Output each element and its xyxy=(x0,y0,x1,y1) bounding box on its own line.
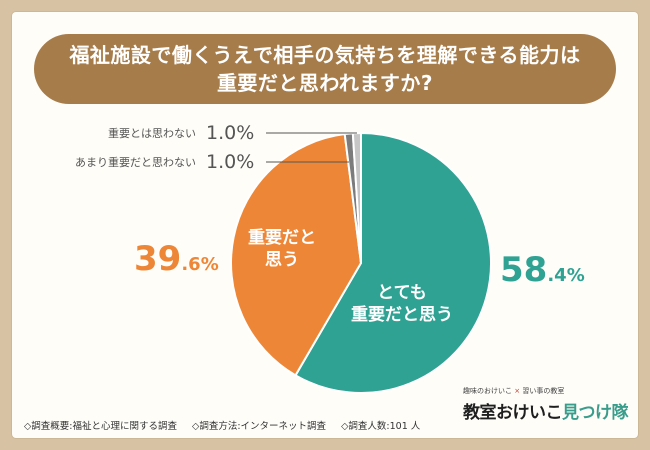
footer-survey-count: ◇調査人数:101 人 xyxy=(341,421,421,432)
logo-wordmark-accent: 見つけ隊 xyxy=(562,403,629,423)
label-important: 重要だと思う xyxy=(248,227,316,270)
pct-important: 39.6% xyxy=(134,239,219,279)
label-not-important-text: 重要とは思わない xyxy=(108,126,196,140)
logo-tagline-right: 習い事の教室 xyxy=(522,387,565,395)
pie-slice-2 xyxy=(230,132,363,377)
pct-very-important: 58.4% xyxy=(500,250,585,290)
label-not-very-important-text: あまり重要だと思わない xyxy=(75,155,196,169)
logo-tagline-sep: × xyxy=(514,387,521,395)
label-not-important-value: 1.0% xyxy=(206,122,254,144)
label-not-very-important-value: 1.0% xyxy=(206,151,254,173)
footer-survey-method: ◇調査方法:インターネット調査 xyxy=(192,421,327,432)
logo-tagline-left: 趣味のおけいこ xyxy=(463,387,512,395)
footer: ◇調査概要:福祉と心理に関する調査 ◇調査方法:インターネット調査 ◇調査人数:… xyxy=(24,418,432,432)
title-line-1: 福祉施設で働くうえで相手の気持ちを理解できる能力は xyxy=(69,43,581,67)
footer-survey-overview: ◇調査概要:福祉と心理に関する調査 xyxy=(24,421,178,432)
label-very-important: とても重要だと思う xyxy=(351,283,453,325)
logo-wordmark: 教室おけいこ見つけ隊 xyxy=(463,398,629,423)
title-bar: 福祉施設で働くうえで相手の気持ちを理解できる能力は 重要だと思われますか? xyxy=(34,34,616,104)
brand-logo: 趣味のおけいこ × 習い事の教室 教室おけいこ見つけ隊 xyxy=(463,386,629,430)
logo-tagline: 趣味のおけいこ × 習い事の教室 xyxy=(463,386,564,396)
pie-slice-1 xyxy=(294,131,492,394)
logo-wordmark-main: 教室おけいこ xyxy=(463,403,563,423)
title-line-2: 重要だと思われますか? xyxy=(216,71,434,95)
